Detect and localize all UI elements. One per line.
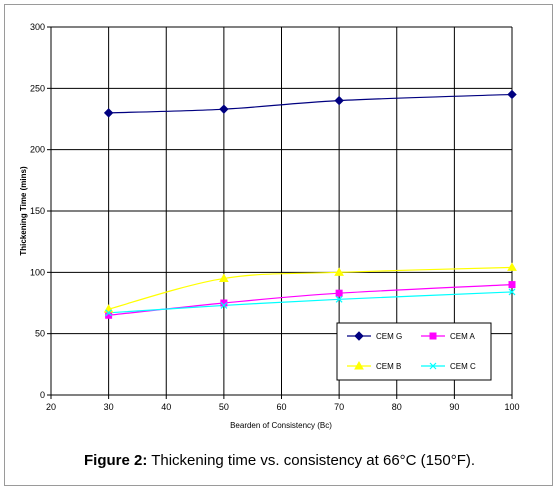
x-tick-labels: 20 30 40 50 60 70 80 90 100 [46,402,520,412]
x-tick-label: 50 [219,402,229,412]
x-tick-label: 40 [161,402,171,412]
x-tick-label: 60 [276,402,286,412]
marker-stroke [335,295,343,303]
marker-stroke [429,362,437,370]
figure-caption: Figure 2: Thickening time vs. consistenc… [0,452,559,469]
y-tick-label: 100 [30,267,45,277]
x-tick-label: 90 [449,402,459,412]
marker-stroke [105,309,113,317]
data-point-cem-b [334,267,344,276]
y-tick-label: 50 [35,329,45,339]
caption-label: Figure 2: [83,452,148,469]
series-line-cem-g [108,93,513,114]
marker-stroke [220,302,228,309]
x-tick-label: 80 [392,402,402,412]
legend-marker-cem-g [354,331,364,341]
legend-marker-cem-a [429,332,437,340]
legend: CEM G CEM A CEM B CEM C [336,322,492,381]
data-point-cem-c [335,295,343,303]
data-point-cem-c [105,309,113,317]
series-line-cem-b [108,266,513,310]
y-axis-title: Thickening Time (mins) [19,166,28,256]
legend-label-cem-a: CEM A [450,332,476,341]
data-point-cem-b [507,262,517,271]
data-point-cem-g [219,104,229,114]
y-tick-label: 0 [40,390,45,400]
legend-label-cem-g: CEM G [376,332,402,341]
y-tick-label: 200 [30,145,45,155]
x-tick-label: 100 [504,402,519,412]
data-point-cem-g [507,89,517,100]
marker-stroke [508,288,516,296]
y-tick-label: 150 [30,206,45,216]
data-point-cem-b [219,273,229,282]
series-markers [103,89,517,319]
x-tick-label: 70 [334,402,344,412]
x-tick-label: 30 [104,402,114,412]
chart: 20 30 40 50 60 70 80 90 100 0 50 100 150 200 250 300 B… [19,22,520,430]
series-line-cem-c [108,291,513,314]
data-point-cem-g [334,95,344,106]
data-point-cem-a [335,289,343,297]
legend-label-cem-c: CEM C [450,362,476,371]
x-axis-title: Bearden of Consistency (Bc) [230,421,332,430]
figure-frame [4,4,553,486]
legend-marker-cem-b [354,360,364,370]
data-point-cem-c [220,302,228,309]
legend-marker-cem-c [429,362,437,370]
data-point-cem-c [508,288,516,296]
data-point-cem-a [508,281,516,289]
data-point-cem-g [103,108,114,118]
legend-label-cem-b: CEM B [376,362,401,371]
y-tick-label: 250 [30,83,45,93]
x-tick-label: 20 [46,402,56,412]
caption-text: Thickening time vs. consistency at 66°C … [147,452,476,469]
series-lines [108,93,513,316]
legend-box [336,322,492,381]
axes [47,26,513,399]
y-tick-labels: 0 50 100 150 200 250 300 [30,22,45,400]
y-tick-label: 300 [30,22,45,32]
